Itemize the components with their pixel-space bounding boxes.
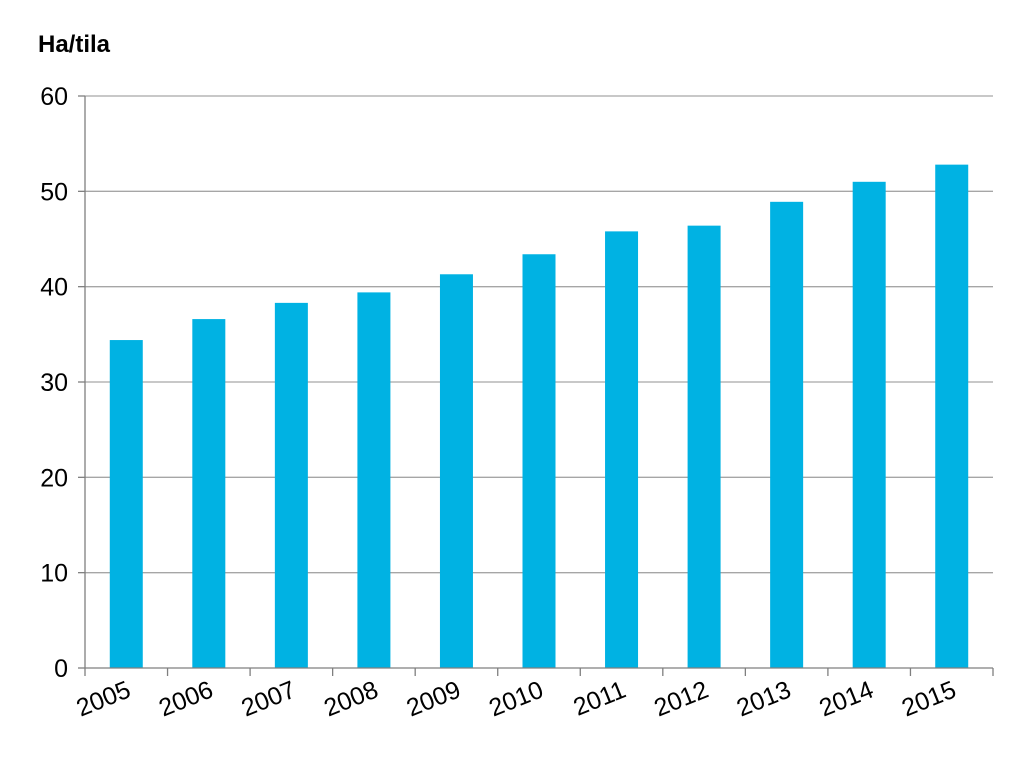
x-axis-ticks: 2005 2006 2007 2008 2009 2010 2011 2012 2013 2014… — [72, 676, 960, 723]
x-tick-label: 2006 — [155, 676, 217, 723]
bar-2013 — [770, 201, 804, 668]
bar-2010 — [522, 254, 556, 668]
x-tick-label: 2005 — [72, 676, 134, 723]
x-tick-label: 2010 — [485, 676, 547, 723]
y-tick-label: 50 — [40, 178, 68, 206]
bar-2005 — [109, 340, 143, 668]
x-tick-label: 2008 — [320, 676, 382, 723]
x-tick-label: 2014 — [815, 676, 877, 723]
bar-2009 — [439, 274, 473, 668]
bar-2008 — [357, 292, 391, 668]
x-tick-label: 2011 — [569, 676, 629, 722]
bars — [109, 164, 969, 669]
bar-2012 — [687, 225, 721, 669]
bar-2007 — [274, 302, 308, 668]
y-axis-ticks: 0 10 20 30 40 50 60 — [40, 83, 85, 683]
bar-2006 — [192, 319, 226, 668]
y-tick-label: 20 — [40, 464, 68, 492]
x-tick-label: 2015 — [898, 676, 960, 723]
y-tick-label: 40 — [40, 274, 68, 302]
x-tick-label: 2009 — [403, 676, 465, 723]
y-axis-title: Ha/tila — [38, 31, 111, 58]
x-tick-label: 2012 — [650, 676, 712, 723]
axes — [84, 96, 994, 676]
y-tick-label: 30 — [40, 369, 68, 397]
x-tick-label: 2013 — [733, 676, 795, 723]
y-tick-label: 10 — [40, 560, 68, 588]
y-tick-label: 0 — [54, 655, 68, 683]
y-tick-label: 60 — [40, 83, 68, 111]
bar-2014 — [852, 181, 886, 669]
bar-2011 — [605, 231, 639, 668]
bar-2015 — [935, 164, 969, 668]
x-tick-label: 2007 — [238, 676, 300, 723]
